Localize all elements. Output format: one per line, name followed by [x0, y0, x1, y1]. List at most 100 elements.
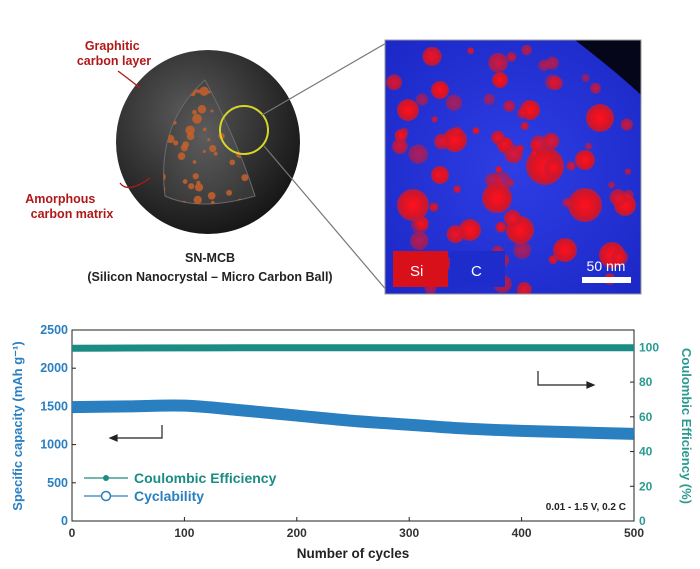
si-particle — [422, 46, 442, 66]
legend-cyc-label: Cyclability — [134, 488, 204, 504]
nanocrystal-dot — [185, 125, 195, 135]
si-particle — [433, 133, 450, 150]
x-tick-label: 200 — [287, 526, 307, 540]
y-left-tick-label: 2000 — [40, 361, 68, 375]
legend-si-swatch — [393, 251, 448, 287]
label-graphitic-line1: Graphitic — [85, 39, 140, 53]
si-particle — [513, 241, 532, 259]
y-left-tick-label: 500 — [47, 476, 68, 490]
si-particle — [590, 82, 601, 94]
si-particle — [506, 51, 517, 62]
nanocrystal-dot — [197, 105, 207, 114]
si-particle — [503, 100, 516, 112]
nanocrystal-dot — [192, 114, 202, 124]
si-particle — [453, 185, 462, 194]
si-particle — [566, 161, 576, 171]
si-particle — [426, 49, 434, 57]
si-particle — [495, 166, 503, 174]
si-particle — [431, 116, 438, 123]
legend-c-swatch — [450, 251, 505, 287]
si-particle — [609, 189, 627, 207]
y-right-tick-label: 100 — [639, 340, 659, 354]
si-particle — [392, 138, 408, 155]
x-tick-label: 0 — [69, 526, 76, 540]
legend-ce-label: Coulombic Efficiency — [134, 470, 277, 486]
nanocrystal-dot — [207, 138, 211, 142]
si-particle — [394, 129, 408, 142]
y-right-tick-label: 40 — [639, 445, 653, 459]
y-left-tick-label: 2500 — [40, 323, 68, 337]
arrow-right-axis — [537, 371, 596, 389]
nanocrystal-dot — [210, 109, 214, 113]
si-particle — [562, 197, 573, 208]
y-right-tick-label: 80 — [639, 375, 653, 389]
si-particle — [624, 168, 632, 175]
si-particle — [575, 150, 595, 170]
si-particle — [516, 282, 532, 294]
label-graphitic-line2: carbon layer — [77, 54, 151, 68]
nanocrystal-dot — [182, 141, 190, 148]
x-axis-ticks: 0 100 200 300 400 500 — [69, 517, 644, 540]
si-particle — [553, 238, 577, 262]
y-axis-right-ticks: 0 20 40 60 80 100 — [630, 340, 659, 528]
si-particle — [521, 44, 532, 56]
y-axis-left-label: Specific capacity (mAh g⁻¹) — [10, 341, 25, 510]
si-particle — [623, 189, 634, 201]
x-tick-label: 500 — [624, 526, 644, 540]
si-particle — [586, 104, 614, 132]
cutaway-core — [163, 79, 256, 205]
zoom-circle — [219, 105, 269, 155]
si-particle — [620, 118, 633, 131]
scale-bar-label: 50 nm — [587, 258, 626, 274]
label-amorphous-line2: carbon matrix — [31, 207, 114, 221]
nanocrystal-dot — [192, 160, 197, 164]
legend-c-label: C — [471, 263, 482, 280]
nanocrystal-dot — [207, 191, 216, 200]
arrow-left-axis — [108, 425, 163, 442]
si-particle — [446, 225, 465, 244]
si-particle — [530, 135, 548, 152]
x-axis-label: Number of cycles — [297, 546, 410, 561]
y-axis-left-ticks: 0 500 1000 1500 2000 2500 — [40, 323, 76, 528]
si-particle — [459, 219, 481, 241]
si-particle — [503, 209, 521, 227]
schematic-name: SN-MCB — [185, 251, 235, 265]
nanocrystal-dot — [173, 140, 179, 146]
nanocrystal-dot — [193, 195, 202, 204]
si-particle — [414, 216, 429, 231]
si-particle — [568, 188, 602, 222]
si-particle — [408, 144, 428, 164]
si-particle — [431, 81, 449, 99]
si-particle — [611, 249, 628, 266]
si-particle — [451, 126, 463, 137]
legend-ce-marker — [103, 475, 109, 481]
si-particle — [467, 47, 475, 55]
y-left-tick-label: 1000 — [40, 438, 68, 452]
nanocrystal-dot — [194, 183, 204, 192]
si-particle — [544, 74, 561, 90]
si-particle — [495, 221, 507, 233]
y-left-tick-label: 1500 — [40, 399, 68, 413]
y-left-tick-label: 0 — [61, 514, 68, 528]
si-particle — [386, 74, 403, 91]
nanocrystal-dot — [202, 149, 206, 153]
zoom-line-top — [261, 41, 389, 116]
nanocrystal-dot — [229, 159, 236, 166]
legend-si-label: Si — [410, 263, 423, 280]
si-particle — [542, 132, 560, 150]
chart-legend: Coulombic Efficiency Cyclability — [84, 470, 277, 504]
si-particle — [397, 189, 429, 221]
si-particle — [585, 142, 593, 150]
zoom-line-bottom — [263, 145, 389, 293]
nanocrystal-dot — [192, 109, 197, 115]
x-tick-label: 300 — [399, 526, 419, 540]
series-cyclability — [72, 399, 634, 440]
label-amorphous-line1: Amorphous — [25, 192, 95, 206]
x-tick-label: 100 — [174, 526, 194, 540]
schematic: Graphitic carbon layer Amorphous carbon … — [25, 39, 389, 293]
si-particle — [516, 107, 528, 119]
nanocrystal-dot — [188, 183, 195, 190]
si-particle — [482, 183, 512, 213]
si-particle — [548, 255, 558, 265]
